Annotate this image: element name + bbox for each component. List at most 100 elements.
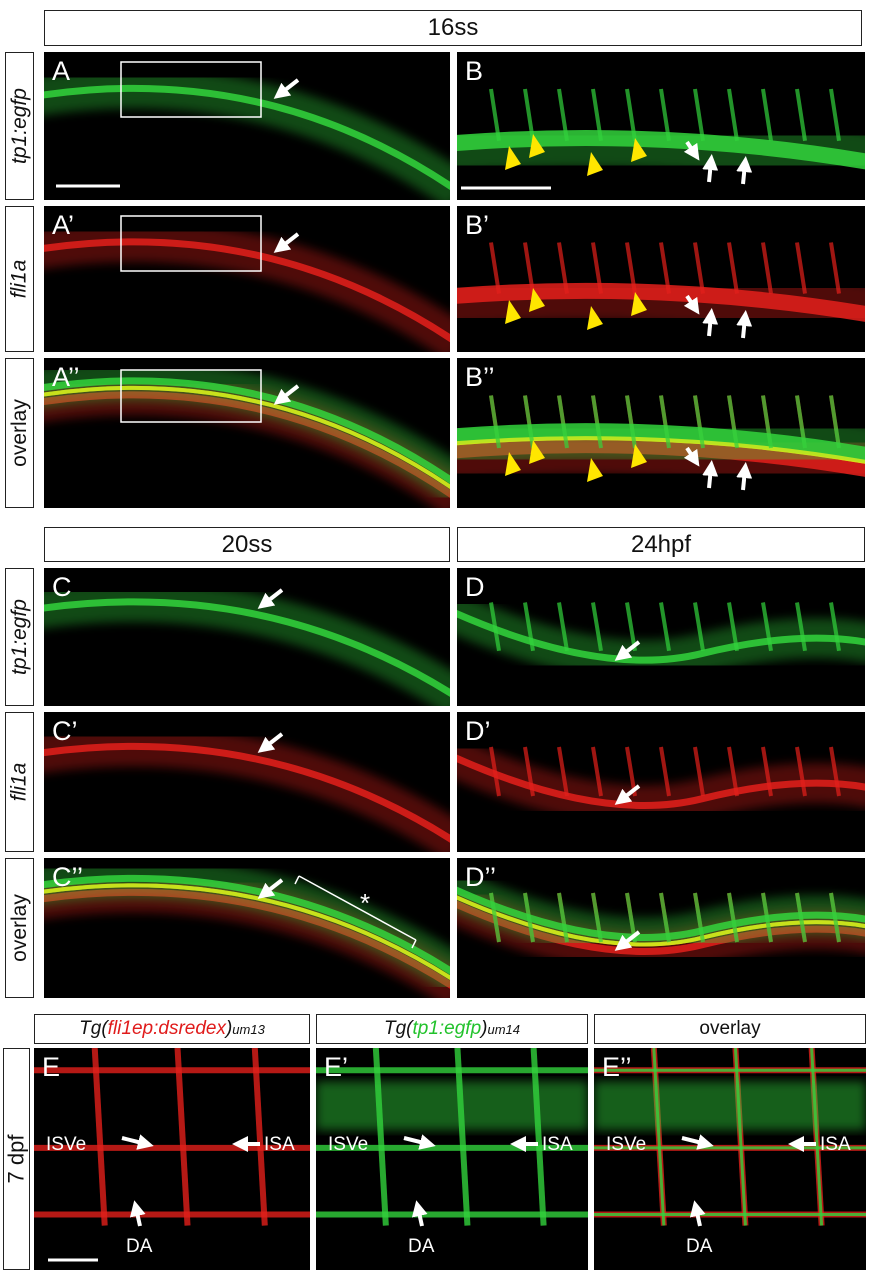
segment-vessel [727,88,739,142]
panel-graphics [457,591,865,681]
arrow [403,1134,436,1150]
isv [530,1048,547,1226]
segment-vessel [489,88,501,142]
segment-vessel [523,395,535,449]
segment-vessel [489,242,501,294]
panel-graphics [594,1048,866,1227]
row-label: overlay [5,358,34,508]
arrowhead-yellow [631,444,647,468]
isv [733,1048,747,1226]
segment-vessel [489,395,501,449]
image-panel: B [457,52,865,200]
header-post: ) [225,1018,233,1039]
arrowhead-yellow [505,146,521,170]
arrow [257,878,284,899]
segment-vessel [625,88,637,142]
arrowhead-yellow [505,452,521,476]
segment-vessel [693,395,705,449]
arrowhead-yellow [587,458,603,482]
panel-graphics [44,360,450,508]
arrowhead-yellow [631,292,647,316]
panel-graphics [44,726,450,852]
segment-vessel [693,88,705,142]
panel-letter: E’ [324,1052,349,1082]
segment-vessel [557,892,569,943]
isv [810,1048,824,1226]
panel-graphics [44,61,450,200]
vessel [457,282,865,322]
panel-graphics [457,242,865,345]
arrowhead-yellow [587,152,603,176]
segment-vessel [761,602,773,652]
row-label: tp1:egfp [5,52,34,200]
panel-graphics [457,88,865,192]
image-panel: E’’ ISVe ISA DA [594,1048,866,1270]
header-sup: um14 [487,1021,521,1037]
segment-vessel [591,746,603,797]
segment-vessel [625,602,637,652]
vessel [44,874,450,975]
row-label: fli1a [5,206,34,352]
row-label: fli1a [5,712,34,852]
panel-letter: D [465,572,485,602]
vessel [457,423,865,463]
panel-letter: A’ [52,210,75,240]
segment-vessel [591,395,603,449]
segment-vessel [659,88,671,142]
segment-vessel [489,602,501,652]
arrow [121,1134,154,1150]
image-panel: A [44,52,450,200]
segment-vessel [795,88,807,142]
inset-box [120,61,262,118]
vessel [44,742,450,843]
arrow [257,588,284,609]
arrow [736,310,753,339]
segment-vessel [557,88,569,142]
annotation: ISVe [328,1134,369,1155]
panel-letter: A [52,56,71,86]
arrow [683,446,700,467]
row-label: overlay [5,858,34,998]
arrow [411,1200,428,1227]
segment-vessel [523,88,535,142]
isv [372,1048,389,1226]
neural-tube [594,1081,866,1131]
image-panel: B’ [457,206,865,352]
arrow [681,1134,714,1150]
segment-vessel [489,746,501,797]
segment-vessel [829,746,841,797]
arrow [683,294,700,315]
annotation: ISVe [46,1134,87,1155]
arrow [129,1200,146,1227]
vessel-overlap [457,436,865,464]
segment-vessel [727,395,739,449]
panel-letter: D’ [465,716,491,746]
arrow [273,232,300,253]
isv [91,1048,108,1226]
segment-vessel [693,746,705,797]
header-pre: Tg( [79,1018,108,1039]
tissue [44,68,450,200]
arrowhead-yellow [505,300,521,324]
segment-vessel [693,892,705,943]
segment-vessel [795,395,807,449]
arrow [273,78,300,99]
arrow [736,462,753,491]
segment-vessel [829,892,841,943]
header-text: overlay [699,1018,761,1039]
row-label-text: fli1a [7,259,31,299]
isv [251,1048,268,1226]
segment-vessel [557,602,569,652]
annotation: ISVe [606,1134,647,1155]
panel-letter: C [52,572,72,602]
arrow [736,156,753,185]
segment-vessel [523,242,535,294]
panel-header: Tg(fli1ep:dsredex) um13 [34,1014,310,1044]
bracket [294,875,417,949]
image-panel: E’ ISVe ISA DA [316,1048,588,1270]
asterisk: * [360,888,371,918]
segment-vessel [557,242,569,294]
row-label-text: fli1a [7,762,31,802]
panel-graphics [34,1048,310,1262]
image-panel: D’’ [457,858,865,998]
